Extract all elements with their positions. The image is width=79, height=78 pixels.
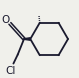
Text: O: O xyxy=(1,15,9,25)
Text: Cl: Cl xyxy=(5,66,16,76)
Polygon shape xyxy=(24,38,30,40)
